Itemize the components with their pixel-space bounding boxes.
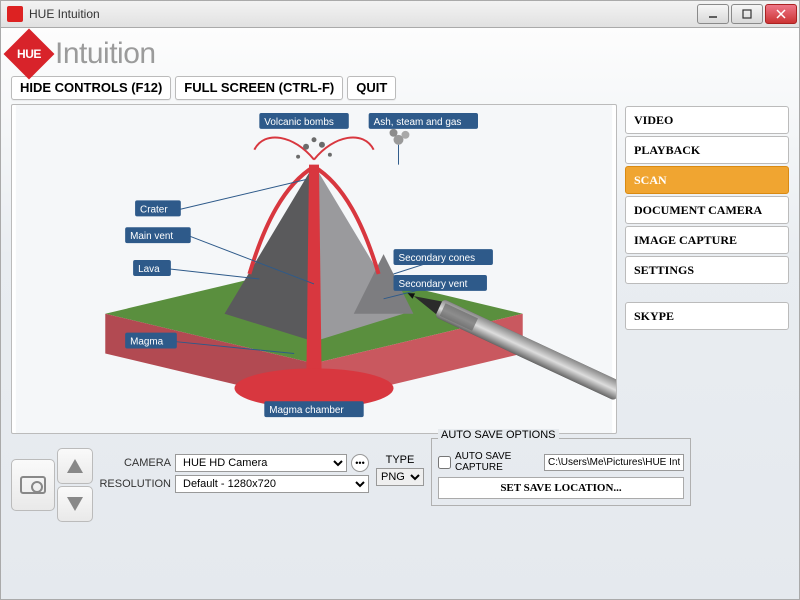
resolution-select[interactable]: Default - 1280x720: [175, 475, 369, 493]
brand-logo: HUE: [4, 29, 55, 80]
tab-image-capture[interactable]: IMAGE CAPTURE: [625, 226, 789, 254]
minimize-button[interactable]: [697, 4, 729, 24]
maximize-button[interactable]: [731, 4, 763, 24]
camera-preview: Volcanic bombs Ash, steam and gas Crater…: [11, 104, 617, 434]
svg-text:Ash, steam and gas: Ash, steam and gas: [374, 117, 462, 128]
tab-document-camera[interactable]: DOCUMENT CAMERA: [625, 196, 789, 224]
camera-label: CAMERA: [99, 457, 171, 469]
resolution-label: RESOLUTION: [99, 478, 171, 490]
svg-text:Main vent: Main vent: [130, 231, 173, 242]
flip-vertical-button[interactable]: [57, 448, 93, 484]
brand-header: HUE Intuition: [11, 36, 789, 72]
tab-skype[interactable]: SKYPE: [625, 302, 789, 330]
svg-text:Crater: Crater: [140, 205, 168, 216]
svg-text:Magma: Magma: [130, 337, 164, 348]
autosave-panel: AUTO SAVE OPTIONS AUTO SAVE CAPTURE SET …: [431, 438, 691, 506]
tab-video[interactable]: VIDEO: [625, 106, 789, 134]
quit-button[interactable]: QUIT: [347, 76, 396, 100]
titlebar: HUE Intuition: [0, 0, 800, 28]
svg-text:Secondary vent: Secondary vent: [398, 279, 467, 290]
flip-horizontal-button[interactable]: [57, 486, 93, 522]
tab-scan[interactable]: SCAN: [625, 166, 789, 194]
close-button[interactable]: [765, 4, 797, 24]
autosave-legend: AUTO SAVE OPTIONS: [438, 429, 559, 441]
app-icon: [7, 6, 23, 22]
brand-title: Intuition: [55, 37, 156, 71]
flip-icon: [67, 459, 83, 473]
camera-select[interactable]: HUE HD Camera: [175, 454, 347, 472]
tab-playback[interactable]: PLAYBACK: [625, 136, 789, 164]
capture-button[interactable]: [11, 459, 55, 511]
camera-icon: [20, 476, 46, 494]
flip-icon: [67, 497, 83, 511]
fullscreen-button[interactable]: FULL SCREEN (CTRL-F): [175, 76, 343, 100]
svg-text:Magma chamber: Magma chamber: [269, 405, 344, 416]
set-save-location-button[interactable]: SET SAVE LOCATION...: [438, 477, 684, 499]
camera-more-button[interactable]: •••: [351, 454, 369, 472]
save-path-input[interactable]: [544, 454, 684, 471]
svg-text:Secondary cones: Secondary cones: [398, 253, 475, 264]
svg-text:Lava: Lava: [138, 264, 160, 275]
type-select[interactable]: PNG: [376, 468, 424, 486]
svg-text:Volcanic bombs: Volcanic bombs: [264, 117, 334, 128]
autosave-checkbox[interactable]: [438, 456, 451, 469]
hide-controls-button[interactable]: HIDE CONTROLS (F12): [11, 76, 171, 100]
tab-settings[interactable]: SETTINGS: [625, 256, 789, 284]
autosave-checkbox-label: AUTO SAVE CAPTURE: [455, 451, 540, 473]
type-label: TYPE: [386, 454, 415, 466]
window-title: HUE Intuition: [29, 7, 697, 21]
